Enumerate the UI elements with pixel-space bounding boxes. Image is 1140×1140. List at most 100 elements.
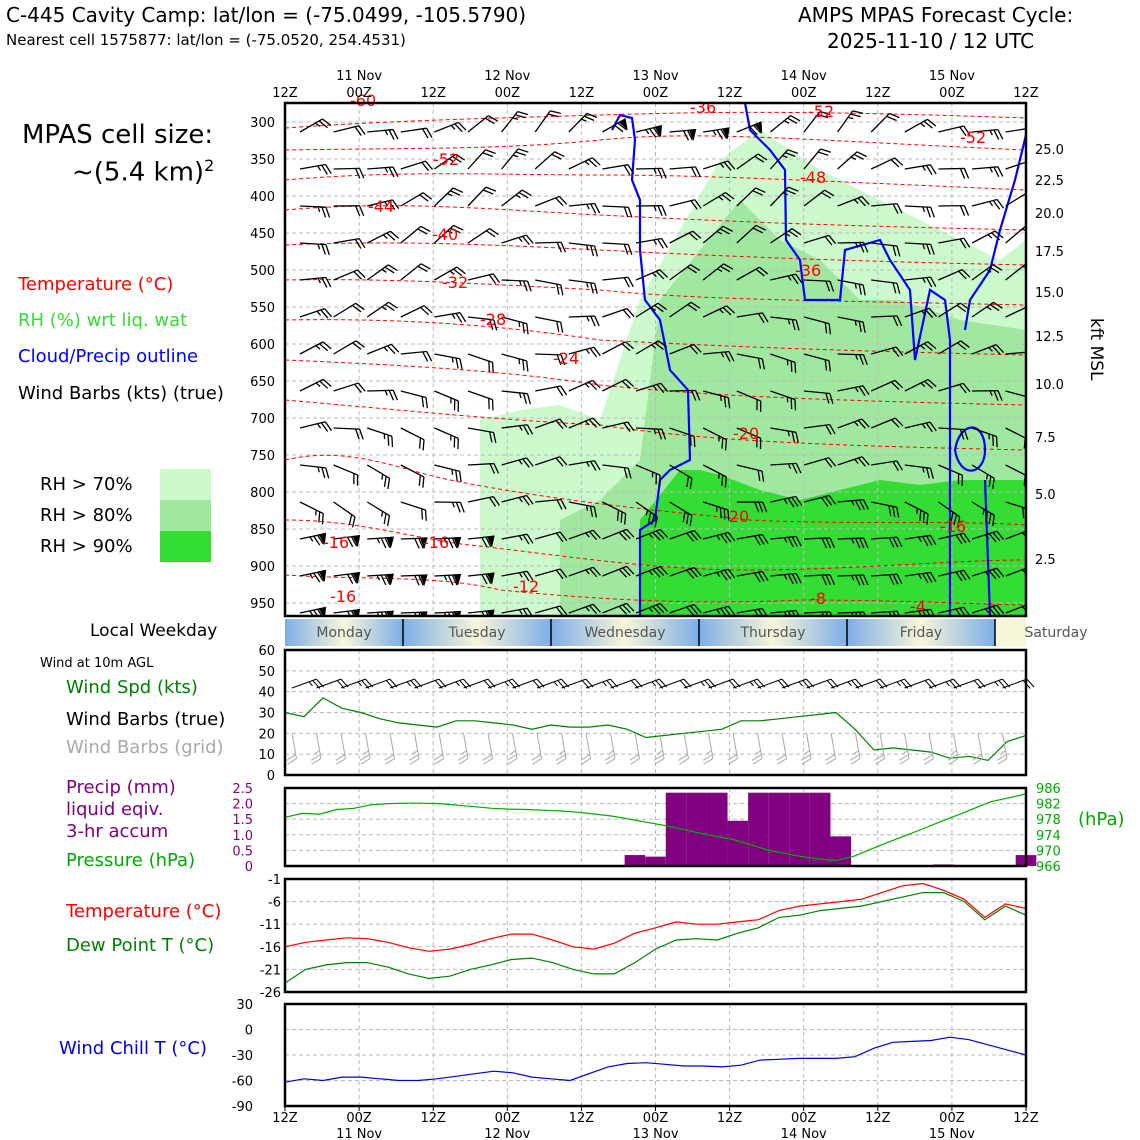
- barb-full: [963, 237, 971, 248]
- wind-barb: [669, 230, 702, 244]
- wind-barb: [803, 457, 837, 468]
- barb-full: [1021, 569, 1026, 578]
- wind-barb: [602, 307, 635, 319]
- barb-full: [826, 680, 835, 689]
- kft-tick: 17.5: [1035, 245, 1064, 260]
- wind-barb: [333, 125, 366, 136]
- cell-size-label: MPAS cell size:: [22, 120, 214, 150]
- barb-full: [481, 611, 488, 616]
- wind-barb: [803, 574, 836, 586]
- barb-full: [997, 129, 1004, 140]
- barb-staff: [870, 379, 896, 392]
- barb-full: [992, 345, 1001, 355]
- barb-full: [689, 531, 698, 541]
- barb-full: [325, 244, 330, 256]
- barb-full: [858, 611, 865, 616]
- wind-barb: [904, 307, 937, 319]
- barb-full: [757, 153, 768, 161]
- barb-full: [458, 121, 467, 131]
- rh70-label: RH > 70%: [40, 474, 133, 495]
- barb-staff: [803, 353, 830, 362]
- barb-staff: [803, 111, 821, 133]
- barb-half: [512, 154, 519, 158]
- cloud-outline-west: [611, 113, 692, 616]
- wind-barb: [467, 353, 494, 374]
- barb-half: [982, 509, 985, 515]
- barb-full: [354, 126, 362, 136]
- barb-full: [422, 476, 425, 488]
- barb-full: [679, 680, 688, 689]
- barb-full: [930, 276, 937, 287]
- barb-half: [450, 435, 452, 441]
- barb-staff: [669, 166, 696, 170]
- wind-barb: [669, 464, 693, 490]
- barb-full: [560, 284, 564, 296]
- wind-barb: [299, 378, 332, 392]
- bottom-hour-tick: 00Z: [346, 1111, 372, 1126]
- barb-half: [585, 606, 590, 612]
- wind-barb: [367, 389, 399, 401]
- barb-staff: [535, 498, 562, 503]
- barb-half: [783, 498, 788, 504]
- barb-staff: [1005, 390, 1026, 399]
- barb-half: [985, 474, 989, 480]
- barb-full: [348, 514, 353, 526]
- wind-barb: [669, 389, 701, 401]
- wind-barb: [803, 148, 832, 170]
- barb-staff: [602, 276, 629, 281]
- barb-full: [948, 758, 959, 765]
- barb-staff: [340, 732, 347, 759]
- barb-full: [817, 114, 829, 119]
- barb-full: [817, 151, 829, 156]
- barb-full: [795, 432, 799, 443]
- barb-staff: [971, 128, 998, 133]
- wind-barb: [1005, 501, 1026, 520]
- barb-full: [996, 199, 1005, 209]
- wind-barb: [870, 157, 904, 170]
- barb-staff: [971, 198, 998, 207]
- cell-size-value: ~(5.4 km)2: [72, 156, 214, 188]
- barb-half: [384, 167, 389, 173]
- precip-tick: 1.5: [232, 813, 253, 828]
- barb-full: [522, 322, 525, 334]
- barb-staff: [669, 230, 694, 244]
- wind-barb: [400, 127, 433, 139]
- barb-full: [414, 538, 420, 549]
- barb-staff: [736, 607, 763, 614]
- barb-half: [317, 277, 321, 284]
- barb-staff: [535, 385, 561, 392]
- barb-staff: [830, 732, 837, 759]
- barb-full: [688, 232, 698, 241]
- barb-staff: [535, 568, 561, 577]
- barb-full: [959, 238, 967, 249]
- wind-barb: [971, 128, 1004, 140]
- cloud-outline-east: [743, 103, 952, 616]
- barb-full: [417, 265, 428, 273]
- top-hour-tick: 00Z: [643, 86, 669, 101]
- barb-staff: [971, 464, 995, 479]
- barb-full: [995, 344, 1005, 353]
- barb-full: [892, 461, 900, 472]
- wind-barb: [467, 495, 500, 507]
- barb-staff: [400, 501, 426, 511]
- barb-staff: [333, 167, 360, 170]
- temperature-tick: -1: [268, 873, 281, 888]
- wind-barb: [1005, 390, 1026, 399]
- wind-barb: [433, 732, 445, 765]
- barb-full: [826, 758, 836, 765]
- barb-full: [624, 341, 635, 350]
- barb-staff: [568, 315, 595, 318]
- barb-full: [626, 602, 635, 612]
- barb-full: [828, 457, 837, 467]
- barb-full: [526, 280, 532, 292]
- barb-staff: [333, 238, 360, 244]
- barb-half: [315, 382, 321, 388]
- wind-barb: [299, 421, 333, 432]
- barb-half: [585, 348, 590, 354]
- barb-half: [363, 750, 369, 754]
- barb-half: [783, 537, 788, 543]
- barb-staff: [333, 269, 358, 281]
- barb-full: [719, 228, 730, 235]
- barb-full: [722, 225, 733, 232]
- barb-full: [854, 538, 861, 549]
